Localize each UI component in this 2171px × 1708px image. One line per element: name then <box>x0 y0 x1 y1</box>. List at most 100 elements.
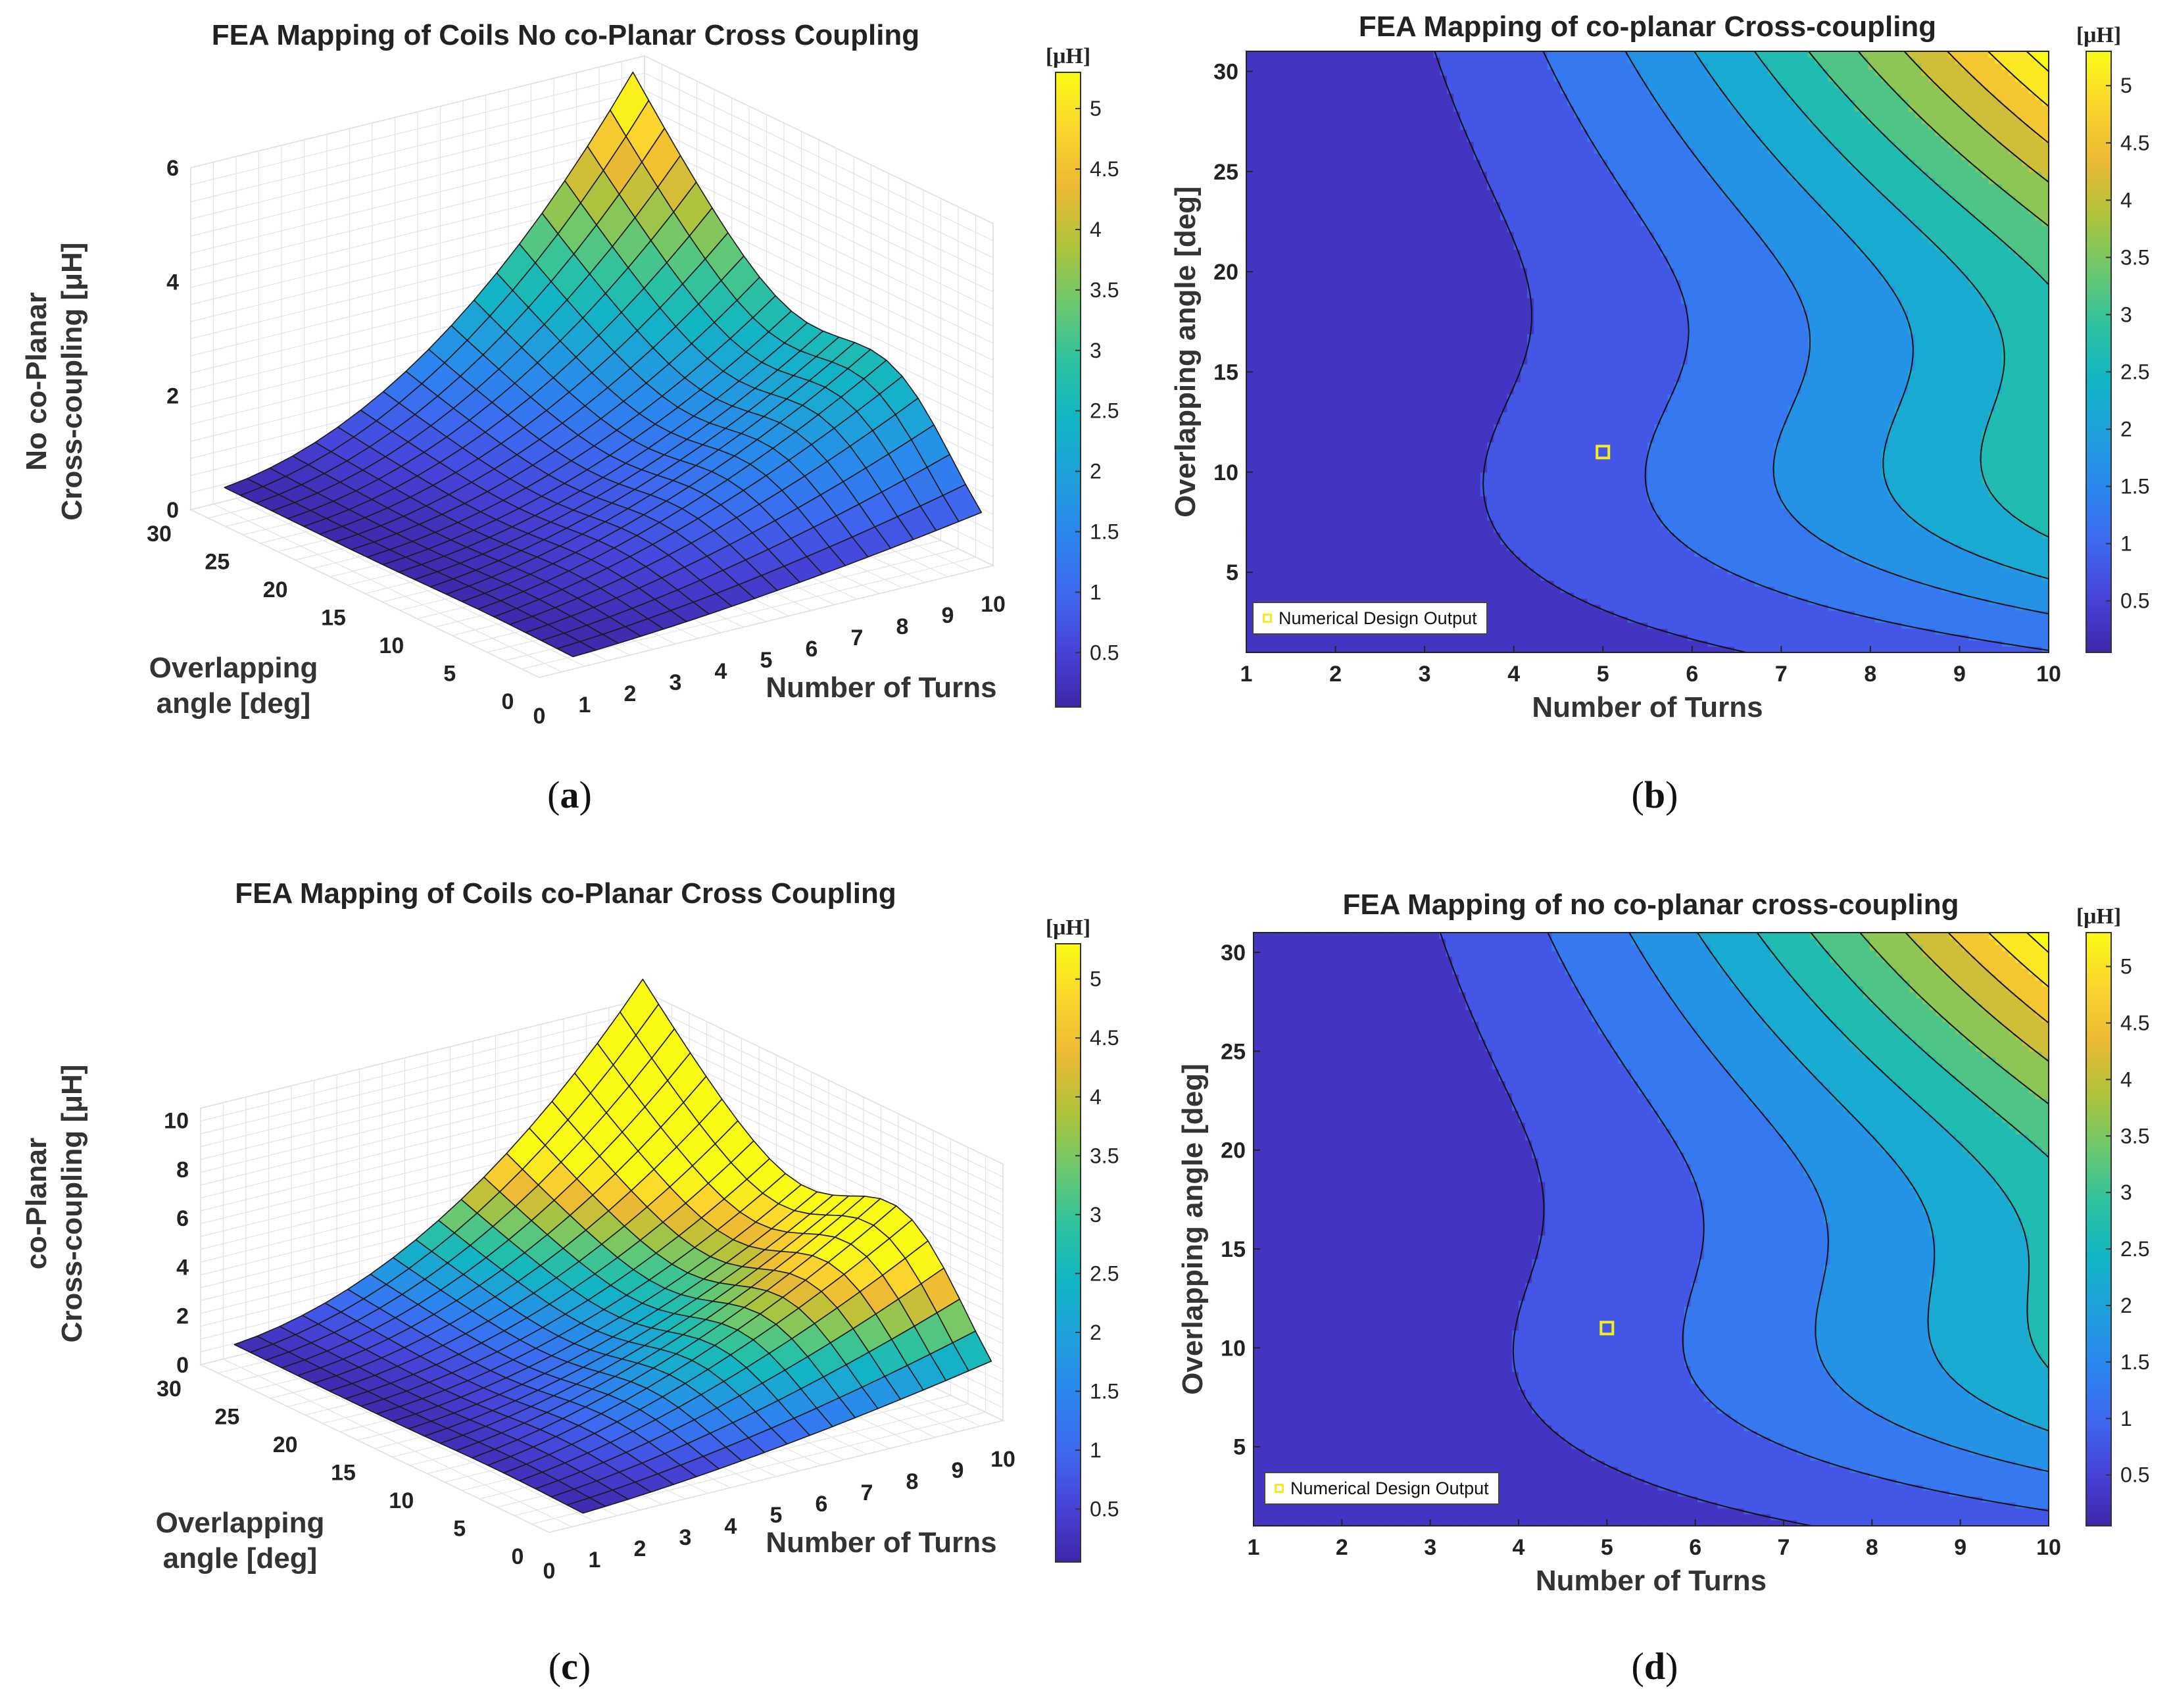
contour-cell <box>1467 496 1475 503</box>
contour-cell <box>1273 598 1281 605</box>
contour-cell <box>1520 477 1528 485</box>
contour-cell <box>1453 526 1461 533</box>
contour-cell <box>1306 472 1314 479</box>
contour-cell <box>1346 135 1354 142</box>
contour-cell <box>1367 520 1374 527</box>
contour-cell <box>1259 466 1267 473</box>
contour-cell <box>1327 376 1334 383</box>
contour-cell <box>1520 574 1528 581</box>
contour-cell <box>1447 477 1454 485</box>
contour-cell <box>1333 514 1340 521</box>
contour-cell <box>1407 261 1414 268</box>
contour-cell <box>1513 135 1521 142</box>
contour-cell <box>1440 207 1448 214</box>
contour-cell <box>1480 520 1488 527</box>
contour-cell <box>1353 646 1361 653</box>
contour-cell <box>1327 255 1334 262</box>
contour-cell <box>1400 586 1407 593</box>
contour-cell <box>1286 586 1294 593</box>
contour-cell <box>1453 550 1461 557</box>
contour-cell <box>1413 171 1421 178</box>
contour-cell <box>1460 105 1468 112</box>
contour-cell <box>1300 328 1307 335</box>
contour-cell <box>1273 466 1281 473</box>
contour-cell <box>1433 562 1441 569</box>
contour-cell <box>1440 646 1448 653</box>
contour-cell <box>1353 303 1361 310</box>
contour-cell <box>1300 412 1307 419</box>
contour-cell <box>1367 322 1374 329</box>
contour-cell <box>1340 57 1348 64</box>
contour-cell <box>1393 634 1401 641</box>
contour-cell <box>1400 226 1407 232</box>
contour-cell <box>1494 171 1501 178</box>
contour-cell <box>1359 111 1367 118</box>
contour-cell <box>1494 592 1501 599</box>
contour-cell <box>1427 232 1434 238</box>
contour-cell <box>1273 297 1281 305</box>
contour-cell <box>1286 51 1294 58</box>
contour-cell <box>1319 285 1327 293</box>
contour-cell <box>1359 93 1367 100</box>
contour-cell <box>1420 532 1428 539</box>
contour-cell <box>1453 508 1461 515</box>
contour-cell <box>1346 562 1354 569</box>
contour-cell <box>1420 183 1428 190</box>
contour-cell <box>1273 370 1281 377</box>
contour-cell <box>1407 285 1414 293</box>
contour-cell <box>1447 75 1454 82</box>
contour-cell <box>1346 568 1354 575</box>
contour-cell <box>1346 544 1354 551</box>
colorbar-tick-label: 0.5 <box>1090 641 1119 664</box>
contour-cell <box>1359 646 1367 653</box>
contour-cell <box>1453 135 1461 142</box>
contour-cell <box>1467 358 1475 364</box>
contour-cell <box>1346 297 1354 305</box>
contour-cell <box>1359 129 1367 136</box>
contour-cell <box>1433 640 1441 647</box>
contour-cell <box>1494 339 1501 347</box>
contour-cell <box>1300 81 1307 88</box>
contour-cell <box>1527 646 1534 653</box>
contour-cell <box>1527 514 1534 521</box>
contour-cell <box>1460 358 1468 364</box>
contour-cell <box>1266 261 1274 268</box>
contour-cell <box>1473 297 1481 305</box>
contour-cell <box>1367 412 1374 419</box>
contour-cell <box>1427 87 1434 94</box>
contour-cell <box>1373 442 1380 449</box>
contour-cell <box>1440 424 1448 431</box>
contour-cell <box>1527 93 1534 100</box>
contour-cell <box>1353 63 1361 70</box>
contour-cell <box>1380 568 1388 575</box>
contour-cell <box>1467 418 1475 425</box>
contour-cell <box>1367 562 1374 569</box>
contour-cell <box>1253 454 1260 461</box>
contour-cell <box>1467 237 1475 245</box>
contour-cell <box>1494 303 1501 310</box>
contour-cell <box>1373 69 1380 76</box>
contour-fill <box>1246 51 2049 653</box>
contour-cell <box>1400 598 1407 605</box>
contour-cell <box>1313 376 1321 383</box>
contour-cell <box>1400 213 1407 220</box>
contour-cell <box>1420 213 1428 220</box>
contour-cell <box>1386 376 1394 383</box>
contour-cell <box>1473 291 1481 299</box>
contour-cell <box>1333 538 1340 545</box>
contour-cell <box>1373 51 1380 58</box>
contour-cell <box>1293 381 1300 389</box>
contour-cell <box>1453 274 1461 280</box>
contour-cell <box>1400 514 1407 521</box>
contour-cell <box>1433 508 1441 515</box>
contour-cell <box>1433 381 1441 389</box>
contour-cell <box>1386 381 1394 389</box>
contour-cell <box>1373 63 1380 70</box>
contour-cell <box>1353 226 1361 232</box>
contour-cell <box>1440 81 1448 88</box>
contour-cell <box>1513 141 1521 148</box>
contour-cell <box>1520 634 1528 641</box>
contour-cell <box>1407 322 1414 329</box>
contour-cell <box>1427 316 1434 322</box>
